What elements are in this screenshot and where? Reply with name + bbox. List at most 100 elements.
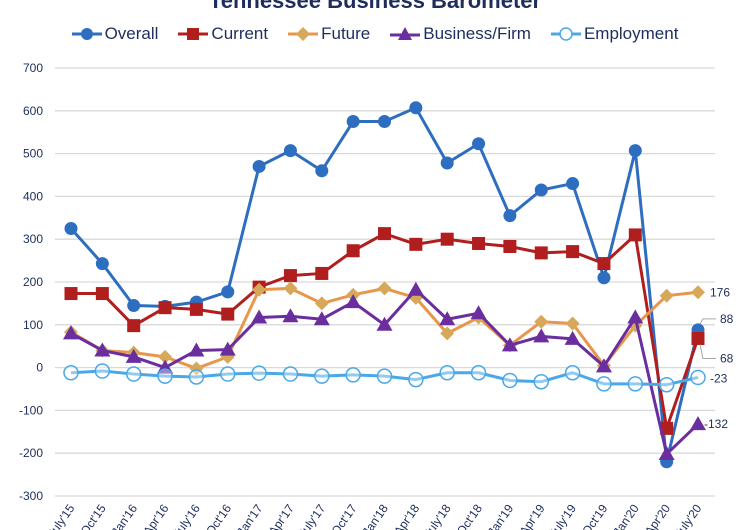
legend-item-overall[interactable]: Overall — [71, 24, 159, 44]
data-point-future — [440, 326, 455, 341]
data-point-business-firm — [627, 309, 644, 324]
data-point-overall — [346, 115, 360, 128]
data-point-overall — [503, 209, 517, 223]
y-axis: 700 600 500 400 300 200 100 0 -100 -200 -300 — [19, 61, 43, 503]
data-point-future — [377, 281, 392, 296]
data-point-current — [503, 239, 517, 253]
data-point-employment — [188, 369, 205, 385]
data-point-employment — [94, 363, 111, 379]
data-point-overall — [534, 183, 548, 197]
data-point-business-firm — [376, 316, 393, 331]
data-point-current — [534, 246, 548, 260]
x-tick-label: Apr'19 — [517, 501, 548, 530]
data-point-overall — [127, 299, 141, 313]
legend-item-employment[interactable]: Employment — [550, 24, 679, 44]
y-tick-label: 0 — [36, 361, 43, 375]
data-point-business-firm — [63, 325, 79, 340]
data-point-future — [252, 282, 267, 297]
data-point-future — [534, 314, 549, 329]
y-tick-label: -100 — [19, 403, 43, 417]
data-point-employment — [627, 376, 644, 392]
data-point-business-firm — [690, 416, 706, 431]
x-tick-label: Jan'18 — [359, 501, 391, 530]
legend-item-business-firm[interactable]: Business/Firm — [390, 24, 531, 44]
x-tick-label: Apr'20 — [642, 501, 673, 530]
data-point-future — [283, 281, 298, 296]
legend-label-employment: Employment — [583, 24, 679, 43]
data-point-overall — [597, 271, 611, 285]
data-point-employment — [282, 366, 299, 382]
data-point-business-firm — [188, 342, 205, 357]
data-point-current — [315, 266, 329, 280]
data-point-business-firm — [94, 342, 111, 357]
leader-line — [699, 318, 716, 325]
y-tick-label: 100 — [23, 318, 43, 332]
data-point-overall — [378, 115, 391, 128]
data-point-current — [628, 228, 642, 242]
series-overall — [64, 101, 705, 469]
chart-title: Tennessee Business Barometer — [208, 0, 542, 13]
data-point-future — [659, 288, 674, 303]
data-point-employment — [533, 373, 549, 390]
y-tick-label: 600 — [23, 104, 43, 118]
data-point-employment — [690, 369, 706, 386]
data-label-future: 176 — [710, 285, 730, 299]
x-tick-label: July'18 — [421, 501, 454, 530]
data-point-current — [95, 287, 109, 301]
x-tick-label: Oct'17 — [328, 501, 359, 530]
x-tick-label: Apr'17 — [266, 501, 297, 530]
data-point-employment — [596, 376, 612, 392]
legend-label-future: Future — [321, 24, 371, 43]
data-point-overall — [221, 285, 235, 299]
series-employment — [63, 363, 706, 393]
data-point-business-firm — [345, 294, 362, 309]
x-tick-label: Oct'15 — [78, 501, 109, 530]
y-tick-label: 300 — [23, 232, 43, 246]
data-point-business-firm — [251, 309, 268, 324]
data-point-business-firm — [470, 305, 487, 320]
data-label-business-firm: -132 — [704, 417, 728, 431]
data-point-employment — [220, 366, 236, 382]
data-point-current — [691, 331, 705, 345]
legend-item-future[interactable]: Future — [288, 24, 370, 44]
data-label-current: 68 — [720, 351, 734, 365]
data-point-future — [189, 361, 204, 376]
y-tick-label: -200 — [19, 446, 43, 460]
data-point-current — [283, 269, 297, 283]
y-tick-label: 400 — [23, 189, 43, 203]
data-point-employment — [125, 366, 142, 382]
data-point-current — [158, 301, 172, 315]
data-point-business-firm — [595, 358, 612, 373]
legend-marker-business-firm-icon — [390, 27, 421, 40]
data-point-business-firm — [564, 330, 581, 345]
data-point-overall — [95, 257, 109, 271]
x-tick-label: Jan'16 — [109, 501, 141, 530]
legend-item-current[interactable]: Current — [178, 24, 268, 44]
legend-label-overall: Overall — [104, 24, 159, 43]
data-point-employment — [658, 376, 675, 393]
data-label-overall: 88 — [720, 312, 734, 326]
data-point-employment — [314, 368, 330, 384]
data-point-overall — [566, 177, 580, 191]
data-point-employment — [408, 371, 424, 388]
data-point-employment — [564, 364, 581, 381]
x-tick-label: July'17 — [296, 501, 329, 530]
data-point-business-firm — [125, 348, 142, 363]
x-tick-label: Jan'20 — [610, 501, 642, 530]
data-point-overall — [315, 164, 329, 178]
data-point-current — [346, 244, 360, 258]
data-point-current — [64, 287, 78, 301]
data-point-business-firm — [282, 308, 299, 323]
legend-marker-current-icon — [178, 28, 209, 40]
data-point-employment — [470, 364, 487, 381]
data-point-business-firm — [313, 311, 330, 326]
data-point-overall — [64, 222, 78, 235]
data-point-future — [314, 296, 329, 311]
data-point-business-firm — [533, 328, 550, 343]
data-point-current — [566, 245, 580, 259]
legend-marker-future-icon — [288, 27, 319, 41]
x-tick-label: July'16 — [170, 501, 203, 530]
data-label-employment: -23 — [710, 371, 728, 385]
